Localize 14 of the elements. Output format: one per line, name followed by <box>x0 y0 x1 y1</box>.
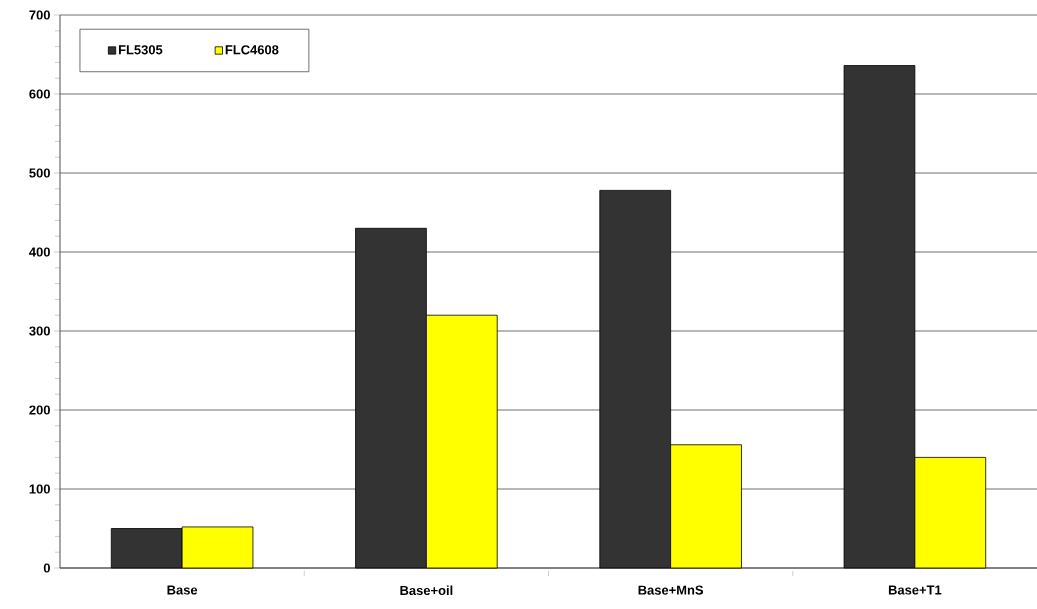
x-tick-label: Base <box>167 585 198 595</box>
y-tick-label: 200 <box>29 405 50 415</box>
legend-label: FL5305 <box>118 45 163 55</box>
y-tick-label: 300 <box>29 326 50 336</box>
x-tick-label: Base+T1 <box>888 585 942 595</box>
y-tick-label: 0 <box>43 563 50 573</box>
y-tick-label: 400 <box>29 247 50 257</box>
x-tick-label: Base+oil <box>400 585 453 596</box>
legend-label: FLC4608 <box>225 45 279 55</box>
x-tick-label: Base+MnS <box>638 585 704 595</box>
y-tick-label: 100 <box>29 484 50 494</box>
y-tick-label: 500 <box>29 168 50 178</box>
y-tick-label: 700 <box>29 10 50 20</box>
y-tick-label: 600 <box>29 89 50 99</box>
